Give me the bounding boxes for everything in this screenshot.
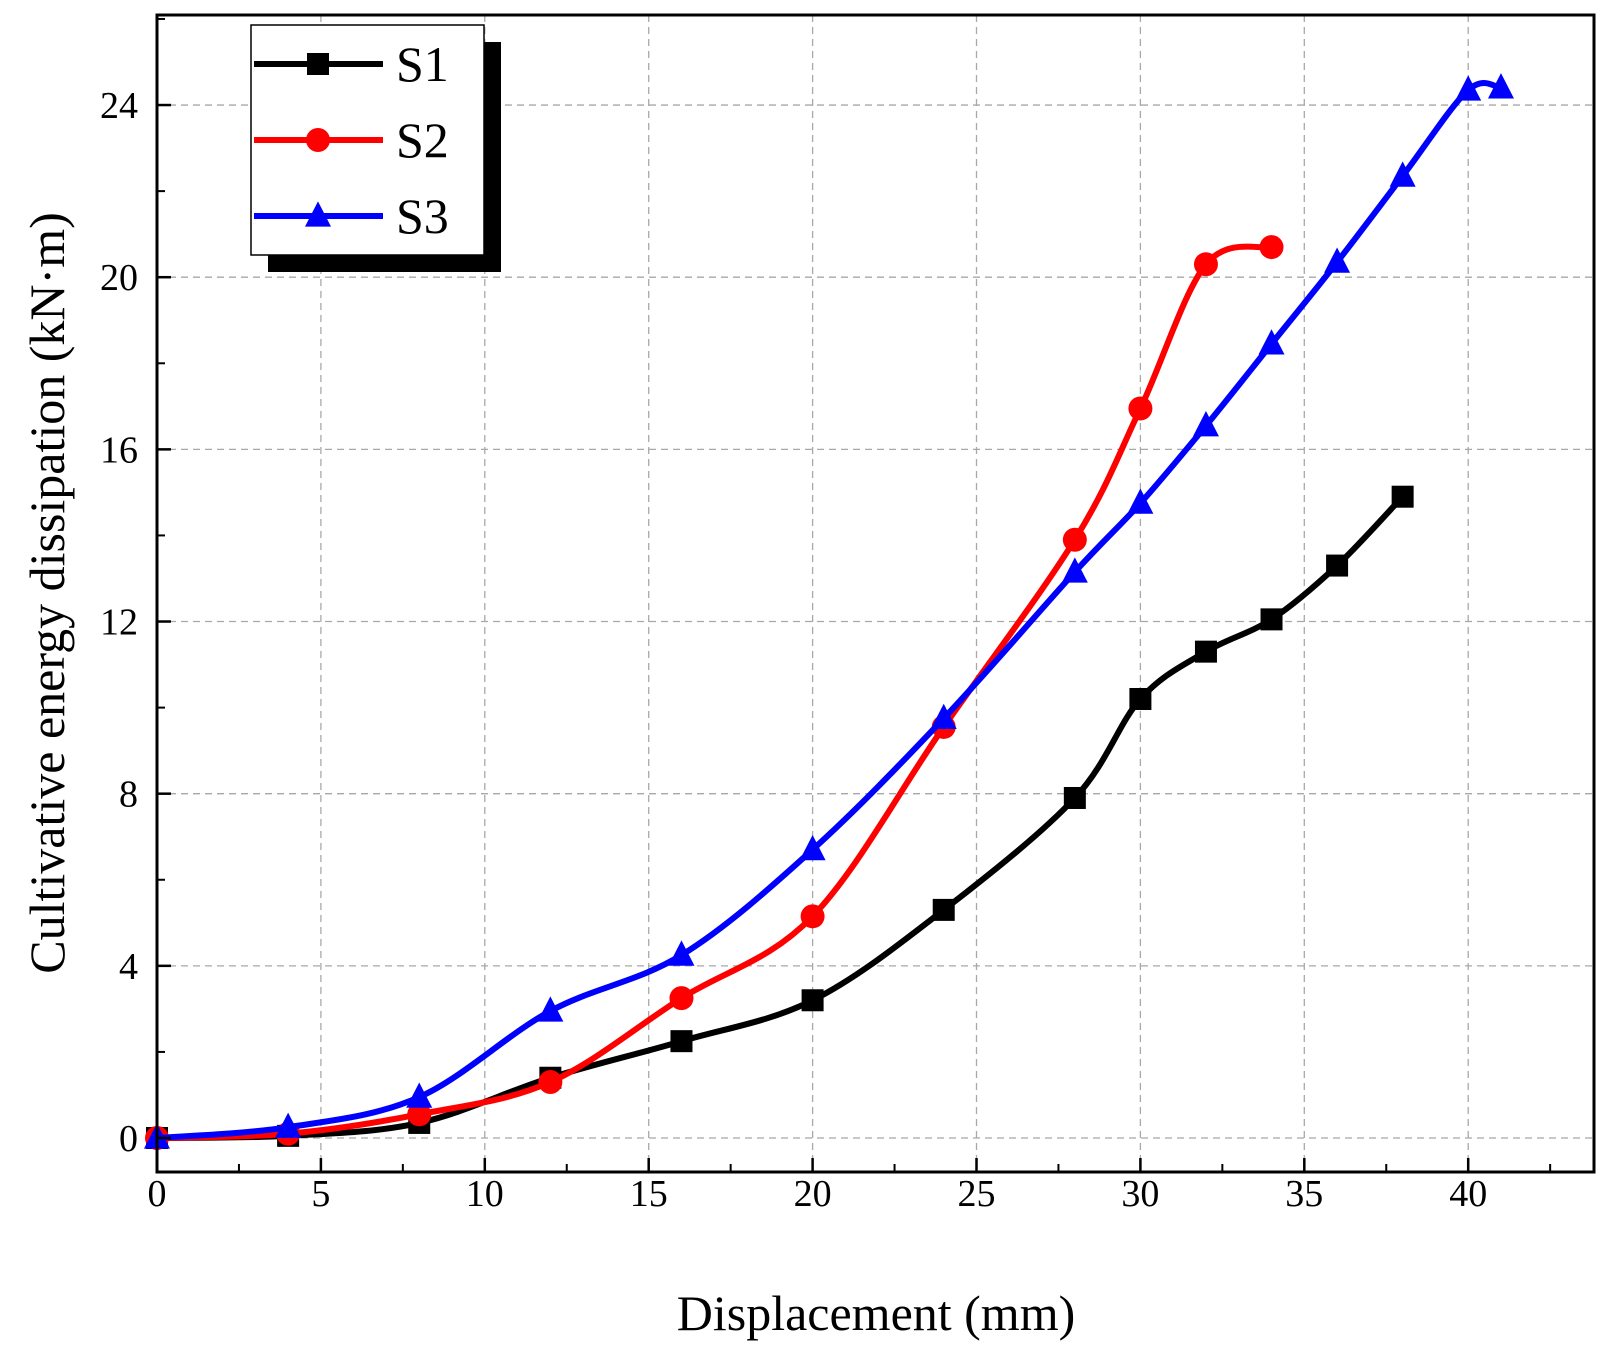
data-point-s3 [1324,247,1351,273]
legend-entry-s3: S3 [254,188,449,244]
data-point-s3 [799,834,826,861]
data-point-s3 [1487,73,1514,99]
data-point-s2 [407,1102,432,1127]
data-point-s3 [668,940,695,966]
data-point-s3 [1258,329,1285,355]
y-tick-label: 4 [119,946,138,988]
x-tick-label: 20 [794,1173,832,1215]
x-tick-label: 5 [311,1173,330,1215]
data-point-s1 [670,1030,693,1053]
y-axis-title: Cultivative energy dissipation (kN·m) [19,212,75,973]
legend-entries: S1 S2 S3 [254,36,449,244]
data-point-s2 [1062,527,1087,552]
y-tick-label: 12 [100,602,138,644]
legend-label: S3 [396,188,449,244]
series-line-s3 [154,79,1504,1141]
data-point-s2 [669,986,694,1011]
y-tick-label: 20 [100,257,138,299]
data-point-s2 [1193,252,1218,277]
legend-marker-s2 [306,128,330,152]
data-point-s1 [1326,554,1349,577]
y-tick-label: 24 [100,85,138,127]
data-point-s1 [1129,687,1152,710]
data-point-s1 [1260,608,1283,631]
data-point-s2 [1259,235,1284,260]
y-tick-label: 16 [100,429,138,471]
data-point-s1 [1391,485,1414,508]
x-tick-labels: 0 5 10 15 20 25 30 35 40 [148,1173,1488,1215]
data-point-s3 [1192,411,1219,437]
legend: S1 S2 S3 [250,24,501,272]
data-point-s3 [406,1082,433,1108]
legend-entry-s1: S1 [254,36,449,92]
x-tick-label: 25 [958,1173,996,1215]
data-point-s3 [1061,557,1088,583]
plot-frame [155,13,1596,1174]
x-tick-label: 35 [1285,1173,1323,1215]
legend-entry-s2: S2 [254,112,449,168]
data-point-s3 [930,703,957,730]
x-tick-label: 15 [630,1173,668,1215]
x-axis-title: Displacement (mm) [677,1285,1076,1341]
x-tick-label: 40 [1449,1173,1487,1215]
data-point-s1 [932,898,955,921]
axis-ticks [155,17,1552,1172]
x-tick-label: 0 [148,1173,167,1215]
series-layer [144,73,1514,1150]
data-point-s1 [1063,786,1086,809]
data-point-s1 [801,989,824,1012]
data-point-s2 [800,904,825,929]
data-point-s3 [537,996,564,1022]
data-point-s3 [1389,161,1416,187]
data-point-s2 [1128,396,1153,421]
legend-marker-s1 [307,53,329,75]
legend-label: S2 [396,112,449,168]
y-tick-label: 0 [119,1118,138,1160]
data-point-s3 [1127,488,1154,514]
data-point-s3 [1455,75,1482,101]
legend-marker-s3 [305,201,331,227]
data-point-s3 [275,1112,302,1138]
x-tick-label: 30 [1121,1173,1159,1215]
x-tick-label: 10 [466,1173,504,1215]
y-tick-label: 8 [119,774,138,816]
legend-label: S1 [396,36,449,92]
series-s3 [144,73,1514,1149]
data-point-s2 [538,1070,563,1095]
data-point-s1 [1194,640,1217,663]
y-tick-labels: 0 4 8 12 16 20 24 [100,85,138,1160]
